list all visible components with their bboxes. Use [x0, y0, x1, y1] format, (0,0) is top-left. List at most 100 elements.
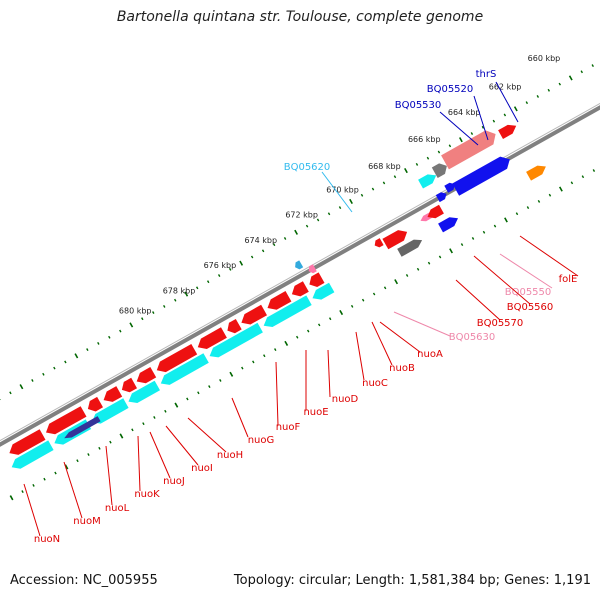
tick-marks — [0, 64, 596, 501]
outer-tick — [19, 384, 24, 390]
inner-tick — [592, 169, 596, 172]
gene-label-bq05530: BQ05530 — [395, 100, 442, 111]
inner-tick — [350, 304, 354, 308]
backbone — [0, 102, 600, 447]
gene-leader-line — [439, 111, 479, 146]
kbp-label: 672 kbp — [285, 211, 318, 220]
inner-tick — [471, 237, 475, 240]
cds-red-feature — [267, 291, 292, 310]
outer-tick — [97, 341, 100, 345]
kbp-label: 680 kbp — [119, 307, 152, 316]
gene-leader-line — [275, 361, 279, 426]
cds-red-feature — [427, 204, 444, 219]
inner-tick — [427, 261, 431, 265]
cds-red-feature — [498, 124, 517, 139]
outer-tick — [294, 229, 299, 235]
cds-cyan-feature — [263, 295, 312, 327]
inner-tick — [164, 409, 167, 413]
inner-tick — [460, 243, 464, 247]
cds-blue-marker — [435, 192, 447, 203]
inner-tick — [109, 440, 112, 444]
cds-darkblue-feature — [64, 416, 101, 439]
outer-tick — [9, 391, 12, 395]
inner-tick — [306, 329, 310, 333]
cds-cyan-marker — [295, 260, 304, 270]
outer-tick — [393, 175, 397, 179]
outer-tick — [184, 291, 189, 297]
outer-tick — [129, 322, 134, 328]
inner-tick — [284, 340, 289, 346]
cds-blue-marker — [444, 182, 455, 193]
gene-label-nuoj: nuoJ — [163, 476, 185, 487]
gene-label-nuom: nuoM — [73, 516, 100, 527]
outer-tick — [283, 237, 287, 240]
inner-tick — [131, 428, 134, 432]
cds-red-feature — [103, 386, 123, 402]
outer-tick — [206, 280, 210, 284]
outer-tick — [513, 106, 518, 112]
outer-tick — [316, 218, 320, 222]
gene-leader-line — [149, 431, 171, 479]
kbp-label: 662 kbp — [489, 83, 522, 92]
outer-tick — [591, 64, 594, 68]
cds-red-feature — [156, 344, 198, 373]
inner-tick — [229, 371, 234, 377]
outer-tick — [64, 360, 67, 364]
outer-tick — [152, 311, 155, 314]
topology-text: Topology: circular; Length: 1,581,384 bp… — [233, 573, 591, 588]
outer-tick — [448, 144, 452, 148]
cds-cyan-feature — [160, 353, 209, 385]
inner-tick — [482, 230, 486, 234]
gene-label-nuoc: nuoC — [362, 378, 388, 389]
gene-label-fole: folE — [559, 274, 578, 285]
cds-red-feature — [374, 238, 384, 248]
gene-label-nuog: nuoG — [248, 435, 275, 446]
gene-leader-line — [379, 321, 421, 353]
outer-tick — [458, 137, 463, 143]
cds-pink-feature — [441, 130, 496, 170]
outer-tick — [272, 243, 276, 247]
cds-red-feature — [87, 396, 103, 412]
inner-tick — [416, 267, 420, 271]
kbp-label: 670 kbp — [326, 185, 359, 194]
gene-leader-line — [63, 461, 83, 519]
outer-tick — [525, 101, 529, 105]
outer-tick — [31, 379, 34, 382]
outer-tick — [195, 286, 199, 290]
cds-cyan-feature — [128, 380, 160, 403]
kbp-label: 676 kbp — [204, 261, 237, 270]
outer-tick — [174, 298, 177, 302]
gene-label-thrs: thrS — [476, 69, 497, 80]
cds-red-feature — [227, 319, 242, 334]
backbone-line — [0, 105, 600, 447]
cds-red-feature — [121, 377, 137, 393]
gene-label-bq05630: BQ05630 — [449, 332, 496, 343]
outer-tick — [426, 156, 430, 160]
kbp-label: 678 kbp — [163, 286, 196, 295]
kbp-label: 668 kbp — [368, 162, 401, 171]
cds-red-feature — [9, 429, 46, 455]
kbp-label: 666 kbp — [408, 135, 441, 144]
gene-label-nuon: nuoN — [34, 534, 60, 545]
inner-tick — [76, 459, 79, 463]
gene-label-nuoh: nuoH — [217, 450, 243, 461]
outer-tick — [327, 212, 331, 216]
outer-tick — [217, 274, 221, 277]
outer-tick — [261, 249, 265, 253]
outer-tick — [492, 119, 496, 123]
gene-leader-line — [393, 311, 451, 337]
inner-tick — [339, 309, 344, 316]
cds-blue-feature — [452, 156, 510, 196]
gene-leader-line — [23, 483, 41, 537]
inner-tick — [548, 193, 552, 197]
outer-tick — [42, 372, 45, 376]
outer-tick — [371, 187, 375, 191]
outer-tick — [163, 304, 166, 308]
inner-tick — [317, 323, 321, 327]
inner-tick — [526, 206, 530, 209]
cds-red-feature — [197, 327, 227, 349]
outer-tick — [141, 317, 144, 321]
cds-orange-feature — [526, 165, 546, 181]
gene-leader-line — [455, 279, 501, 321]
